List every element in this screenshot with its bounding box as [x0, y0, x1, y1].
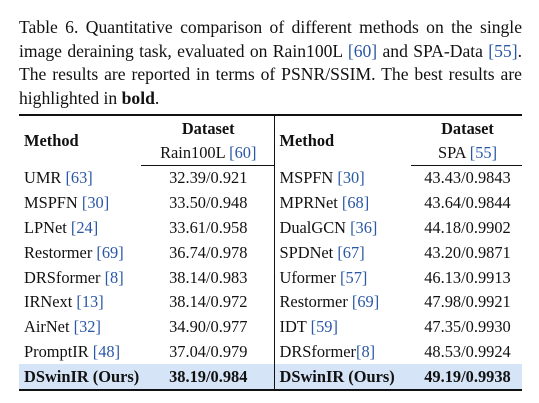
caption-bold-word: bold	[121, 87, 155, 108]
value-cell: 46.13/0.9913	[424, 267, 511, 287]
method-name: IDT	[279, 317, 307, 337]
citation-link[interactable]: [8]	[355, 341, 376, 361]
header-row: Method Dataset Method Dataset	[19, 114, 522, 166]
dataset-name: SPA	[437, 143, 466, 162]
table-row: UMR [63] 32.39/0.921 MSPFN [30] 43.43/0.984…	[19, 165, 522, 191]
citation-link[interactable]: [63]	[65, 168, 93, 188]
method-cell: IRNext [13]	[19, 290, 141, 315]
table-row: Restormer [69] 36.74/0.978 SPDNet [67] 43.2…	[19, 240, 522, 266]
results-table: Method Dataset Method Dataset Rain100L […	[19, 114, 522, 392]
method-name: PromptIR	[24, 341, 89, 361]
method-cell: Restormer [69]	[19, 240, 141, 265]
method-cell: MPRNet [68]	[274, 191, 411, 216]
citation-link[interactable]: [30]	[81, 193, 110, 213]
table-row: AirNet [32] 34.90/0.977 IDT [59] 47.35/0.99…	[19, 314, 522, 340]
citation-link[interactable]: [69]	[96, 242, 124, 262]
citation-link[interactable]: [13]	[76, 292, 104, 312]
citation-link[interactable]: [60]	[229, 143, 257, 162]
dataset-header: Dataset	[141, 114, 275, 141]
value-cell: 36.74/0.978	[141, 240, 275, 266]
value-cell: 37.04/0.979	[141, 339, 275, 365]
method-cell: Restormer [69]	[274, 290, 411, 315]
value-cell: 44.18/0.9902	[424, 217, 511, 237]
caption-text: Quantitative comparison of different met…	[19, 17, 522, 61]
caption-text: . The results are reported in terms of P…	[19, 40, 522, 108]
method-name: MSPFN	[279, 168, 334, 188]
citation-link[interactable]: [55]	[488, 40, 518, 61]
caption-text: .	[154, 87, 160, 108]
method-cell: LPNet [24]	[19, 216, 141, 241]
citation-link[interactable]: [68]	[341, 193, 370, 213]
method-cell: AirNet [32]	[19, 315, 141, 340]
citation-link[interactable]: [30]	[337, 168, 365, 188]
method-name: Restormer	[279, 292, 348, 312]
citation-link[interactable]: [57]	[340, 267, 368, 287]
method-name: SPDNet	[279, 242, 334, 262]
dataset-name-cell: Rain100L [60]	[141, 141, 275, 166]
dataset-name: Rain100L	[160, 143, 226, 162]
table-row: PromptIR [48] 37.04/0.979 DRSformer[8] 48.5…	[19, 339, 522, 365]
method-header: Method	[274, 114, 411, 166]
method-cell: PromptIR [48]	[19, 340, 141, 365]
method-cell: DualGCN [36]	[274, 216, 411, 241]
subheader-row: Rain100L [60] SPA [55]	[19, 141, 522, 166]
value-cell: 48.53/0.9924	[424, 341, 511, 361]
method-cell: DRSformer [8]	[19, 265, 141, 290]
method-name: AirNet	[24, 317, 70, 337]
value-cell: 43.20/0.9871	[424, 242, 511, 262]
method-name: DualGCN	[279, 217, 346, 237]
citation-link[interactable]: [8]	[104, 267, 124, 287]
value-cell: 34.90/0.977	[141, 314, 275, 340]
citation-link[interactable]: [59]	[310, 317, 338, 337]
method-cell: IDT [59]	[274, 315, 411, 340]
method-cell: MSPFN [30]	[19, 191, 141, 216]
citation-link[interactable]: [69]	[351, 292, 380, 312]
method-name: UMR	[24, 168, 62, 188]
method-cell: DRSformer[8]	[274, 340, 411, 365]
table-row: LPNet [24] 33.61/0.958 DualGCN [36] 44.18/0…	[19, 215, 522, 241]
method-cell: UMR [63]	[19, 166, 141, 191]
citation-link[interactable]: [55]	[469, 143, 498, 162]
method-name: DRSformer	[279, 341, 356, 361]
method-name: IRNext	[24, 292, 73, 312]
citation-link[interactable]: [48]	[92, 341, 121, 361]
value-cell: 33.61/0.958	[141, 215, 275, 241]
value-cell: 32.39/0.921	[141, 165, 275, 191]
method-cell: Uformer [57]	[274, 265, 411, 290]
citation-link[interactable]: [60]	[347, 40, 378, 61]
method-name: Uformer	[279, 267, 336, 287]
method-name: DRSformer	[24, 267, 101, 287]
value-cell: 38.14/0.972	[141, 289, 275, 315]
dataset-header: Dataset	[411, 114, 522, 141]
value-cell: 43.43/0.9843	[424, 168, 511, 188]
table-row: IRNext [13] 38.14/0.972 Restormer [69] 47.9…	[19, 289, 522, 315]
citation-link[interactable]: [32]	[73, 317, 101, 337]
value-cell: 43.64/0.9844	[424, 193, 511, 213]
table-row: MSPFN [30] 33.50/0.948 MPRNet [68] 43.64/0.…	[19, 190, 522, 216]
method-name: LPNet	[24, 217, 67, 237]
citation-link[interactable]: [36]	[350, 217, 378, 237]
table-row: DRSformer [8] 38.14/0.983 Uformer [57] 46.1…	[19, 265, 522, 290]
best-result-row: DSwinIR (Ours) 38.19/0.984 DSwinIR (Ours) 4…	[19, 364, 522, 392]
value-cell: 38.14/0.983	[141, 265, 275, 290]
method-header: Method	[19, 114, 141, 166]
method-cell: MSPFN [30]	[274, 166, 411, 191]
value-cell: 49.19/0.9938	[411, 364, 522, 392]
caption-label: Table 6.	[19, 17, 79, 37]
method-cell: DSwinIR (Ours)	[274, 364, 411, 392]
table-caption: Table 6. Quantitative comparison of diff…	[19, 16, 522, 110]
method-cell: DSwinIR (Ours)	[19, 364, 141, 392]
method-name: MSPFN	[24, 193, 78, 213]
value-cell: 38.19/0.984	[141, 364, 275, 392]
value-cell: 47.98/0.9921	[424, 292, 511, 312]
caption-text: and SPA-Data	[377, 40, 489, 61]
method-cell: SPDNet [67]	[274, 240, 411, 265]
citation-link[interactable]: [24]	[70, 217, 99, 237]
dataset-name-cell: SPA [55]	[411, 141, 522, 166]
citation-link[interactable]: [67]	[337, 242, 365, 262]
method-name: MPRNet	[279, 193, 338, 213]
value-cell: 47.35/0.9930	[424, 317, 511, 337]
value-cell: 33.50/0.948	[141, 190, 275, 216]
method-name: Restormer	[24, 242, 93, 262]
